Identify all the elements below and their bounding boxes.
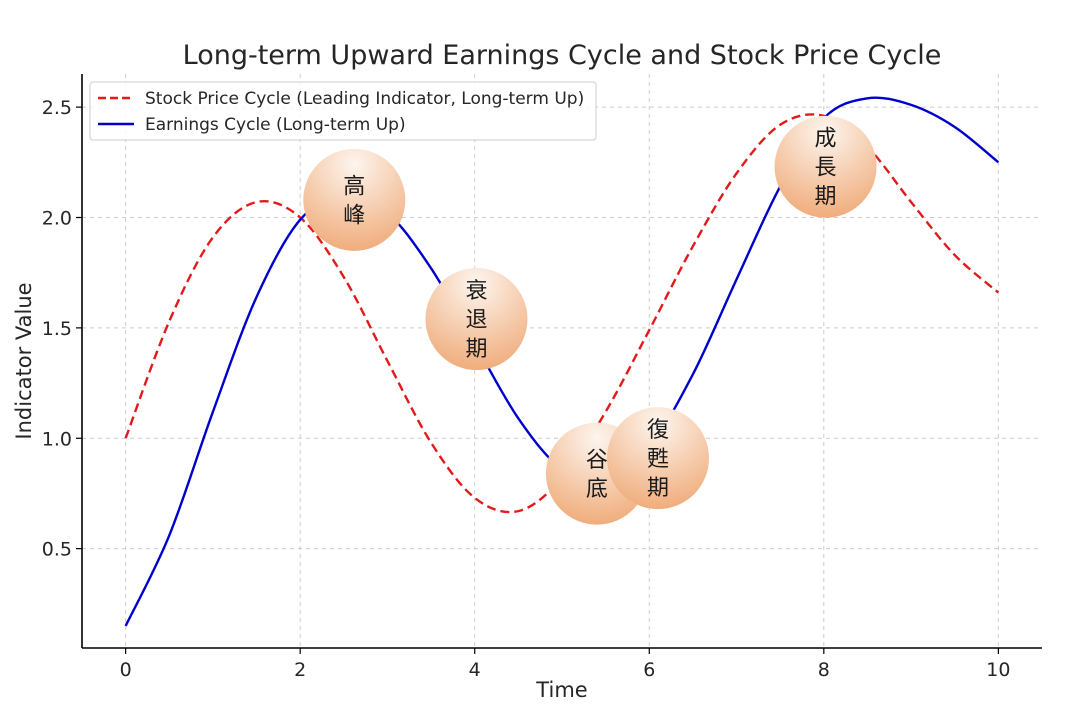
y-tick-label-0: 0.5	[42, 539, 72, 561]
x-tick-label-5: 10	[986, 659, 1010, 681]
legend-label-earnings: Earnings Cycle (Long-term Up)	[145, 115, 406, 135]
bubble-text: 長	[815, 156, 837, 181]
legend-box	[89, 81, 597, 141]
bubble-circle	[774, 115, 877, 218]
bubble-recovery: 復甦期	[607, 407, 709, 510]
bubble-text: 復	[647, 418, 669, 443]
axes: 0 2 4 6 8 10 0.5 1.0 1.5 2.0 2.5	[42, 74, 1042, 681]
bubble-text: 成	[815, 127, 837, 152]
bubble-growth: 成長期	[774, 115, 877, 218]
y-tick-label-4: 2.5	[42, 97, 72, 119]
grid	[82, 74, 1042, 648]
bubble-circle	[303, 148, 406, 251]
bubble-text: 底	[586, 477, 608, 502]
bubble-text: 峰	[343, 203, 365, 228]
bubble-text: 期	[647, 476, 669, 501]
bubble-text: 甦	[647, 447, 669, 472]
x-tick-label-3: 6	[643, 659, 655, 681]
legend-label-stock-price: Stock Price Cycle (Leading Indicator, Lo…	[145, 89, 584, 109]
bubble-text: 期	[465, 337, 487, 362]
bubble-circle	[425, 268, 528, 371]
legend: Stock Price Cycle (Leading Indicator, Lo…	[89, 81, 597, 141]
y-tick-label-1: 1.0	[42, 428, 72, 450]
x-tick-label-1: 2	[294, 659, 306, 681]
bubble-recession: 衰退期	[425, 268, 528, 371]
bubble-text: 期	[815, 185, 837, 210]
bubble-text: 谷	[586, 448, 608, 473]
series-line-earnings	[124, 96, 1000, 627]
y-tick-label-2: 1.5	[42, 318, 72, 340]
y-axis-label: Indicator Value	[12, 282, 36, 439]
bubble-text: 退	[465, 308, 487, 333]
chart-title: Long-term Upward Earnings Cycle and Stoc…	[183, 40, 942, 71]
bubble-circle	[607, 407, 709, 510]
x-tick-label-2: 4	[469, 659, 481, 681]
y-tick-label-3: 2.0	[42, 208, 72, 230]
bubble-text: 衰	[465, 279, 487, 304]
bubble-text: 高	[343, 174, 365, 199]
bubble-peak: 高峰	[303, 148, 406, 251]
x-axis-label: Time	[535, 678, 587, 702]
x-tick-label-4: 8	[818, 659, 830, 681]
x-tick-label-0: 0	[120, 659, 132, 681]
